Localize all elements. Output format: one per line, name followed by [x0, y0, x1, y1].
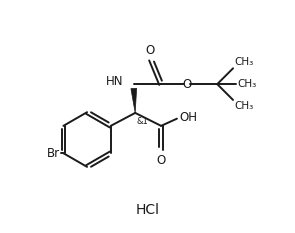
Text: &1: &1	[136, 117, 148, 126]
Text: CH₃: CH₃	[235, 57, 254, 67]
Text: HCl: HCl	[135, 203, 160, 217]
Polygon shape	[131, 88, 137, 113]
Text: O: O	[145, 44, 154, 57]
Text: CH₃: CH₃	[237, 79, 257, 89]
Text: CH₃: CH₃	[235, 101, 254, 111]
Text: HN: HN	[106, 75, 123, 88]
Text: Br: Br	[47, 147, 60, 160]
Text: OH: OH	[180, 111, 198, 124]
Text: O: O	[156, 154, 166, 167]
Text: O: O	[182, 78, 192, 91]
